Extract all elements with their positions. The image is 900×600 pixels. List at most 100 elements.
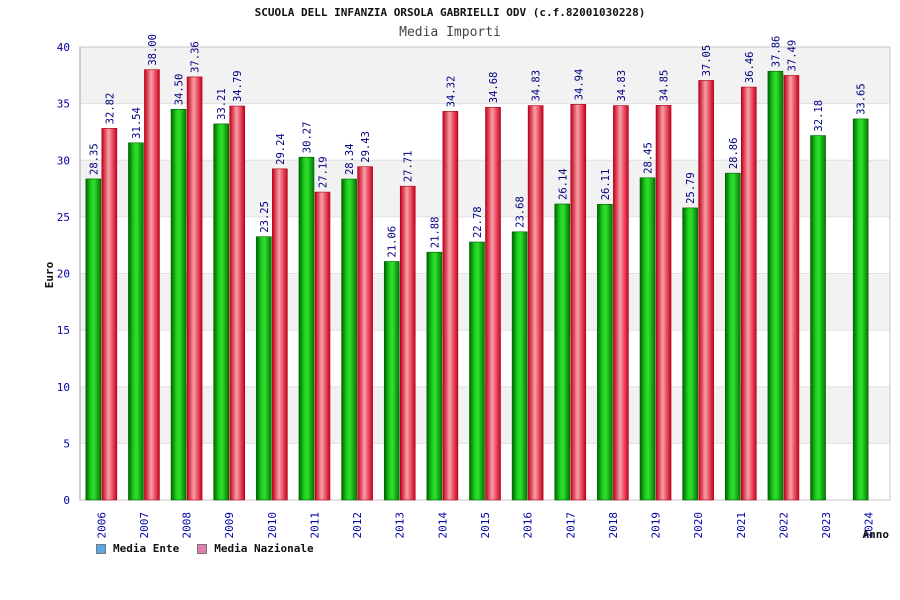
data-label-media-ente: 34.50 bbox=[174, 74, 186, 106]
data-label-media-nazionale: 34.83 bbox=[616, 70, 628, 102]
legend-swatch-media-nazionale bbox=[197, 543, 208, 554]
data-label-media-nazionale: 34.68 bbox=[488, 72, 500, 104]
bar-media-ente bbox=[639, 177, 656, 501]
x-tick-label: 2014 bbox=[436, 512, 449, 539]
bar-media-ente bbox=[128, 142, 144, 501]
data-label-media-ente: 21.88 bbox=[429, 217, 441, 249]
y-tick-label: 35 bbox=[57, 98, 70, 111]
bar-media-ente bbox=[682, 207, 698, 501]
bar-media-ente bbox=[852, 118, 869, 501]
bar-media-nazionale bbox=[357, 166, 373, 501]
y-tick-label: 15 bbox=[57, 324, 70, 337]
bar-media-ente bbox=[597, 204, 613, 501]
bar-media-nazionale bbox=[527, 105, 544, 501]
legend-item-media-ente: Media Ente bbox=[96, 542, 179, 555]
bar-media-nazionale bbox=[144, 69, 160, 501]
x-tick-label: 2022 bbox=[777, 512, 790, 539]
x-tick-label: 2007 bbox=[138, 512, 151, 539]
legend-item-media-nazionale: Media Nazionale bbox=[197, 542, 314, 555]
bar-media-nazionale bbox=[314, 191, 331, 501]
x-tick-label: 2016 bbox=[522, 512, 535, 539]
bar-media-ente bbox=[469, 241, 485, 501]
data-label-media-nazionale: 27.19 bbox=[317, 156, 329, 188]
data-label-media-nazionale: 34.83 bbox=[531, 70, 543, 102]
bar-media-nazionale bbox=[655, 105, 672, 501]
bar-media-ente bbox=[256, 236, 272, 501]
legend-swatch-media-ente bbox=[96, 543, 106, 554]
y-tick-label: 5 bbox=[63, 437, 70, 450]
x-tick-label: 2020 bbox=[692, 512, 705, 539]
y-tick-label: 25 bbox=[57, 211, 70, 224]
y-tick-label: 20 bbox=[57, 268, 70, 281]
x-axis-title: Anno bbox=[863, 528, 890, 541]
x-tick-label: 2021 bbox=[735, 512, 748, 539]
bar-media-nazionale bbox=[613, 105, 629, 501]
data-label-media-nazionale: 34.94 bbox=[573, 69, 585, 101]
data-label-media-nazionale: 34.79 bbox=[232, 70, 244, 102]
x-tick-label: 2024 bbox=[863, 512, 876, 539]
data-label-media-nazionale: 38.00 bbox=[147, 34, 159, 66]
data-label-media-nazionale: 36.46 bbox=[744, 51, 756, 83]
data-label-media-nazionale: 29.24 bbox=[275, 133, 287, 165]
data-label-media-ente: 37.86 bbox=[770, 36, 782, 68]
data-label-media-nazionale: 27.71 bbox=[403, 151, 415, 183]
data-label-media-ente: 26.11 bbox=[600, 169, 612, 201]
bar-media-nazionale bbox=[698, 80, 714, 501]
data-label-media-ente: 21.06 bbox=[387, 226, 399, 258]
bar-media-ente bbox=[85, 178, 102, 501]
bar-media-nazionale bbox=[783, 75, 800, 501]
y-axis-title: Euro bbox=[43, 261, 56, 288]
bar-media-ente bbox=[213, 123, 230, 501]
data-label-media-nazionale: 37.49 bbox=[786, 40, 798, 72]
data-label-media-ente: 33.65 bbox=[856, 83, 868, 115]
data-label-media-ente: 23.68 bbox=[515, 196, 527, 228]
legend-label-media-nazionale: Media Nazionale bbox=[214, 542, 314, 555]
y-tick-label: 0 bbox=[63, 494, 70, 507]
bar-media-ente bbox=[554, 203, 571, 501]
data-label-media-ente: 28.45 bbox=[643, 142, 655, 174]
x-tick-label: 2009 bbox=[223, 512, 236, 539]
data-label-media-ente: 28.35 bbox=[88, 143, 100, 175]
x-tick-label: 2013 bbox=[394, 512, 407, 539]
bar-media-ente bbox=[383, 261, 400, 501]
data-label-media-ente: 28.86 bbox=[728, 138, 740, 170]
data-label-media-ente: 25.79 bbox=[685, 172, 697, 204]
bar-media-nazionale bbox=[740, 86, 757, 501]
data-label-media-nazionale: 37.36 bbox=[190, 41, 202, 73]
chart-title: SCUOLA DELL INFANZIA ORSOLA GABRIELLI OD… bbox=[254, 6, 646, 19]
bar-media-ente bbox=[426, 251, 443, 501]
bar-media-nazionale bbox=[442, 111, 459, 501]
bar-media-ente bbox=[298, 156, 315, 501]
data-label-media-nazionale: 29.43 bbox=[360, 131, 372, 163]
bar-media-nazionale bbox=[229, 105, 246, 501]
x-tick-label: 2008 bbox=[181, 512, 194, 539]
data-label-media-ente: 22.78 bbox=[472, 206, 484, 238]
data-label-media-nazionale: 34.85 bbox=[659, 70, 671, 102]
bar-media-ente bbox=[767, 70, 784, 501]
data-label-media-ente: 23.25 bbox=[259, 201, 271, 233]
chart-subtitle: Media Importi bbox=[399, 25, 501, 40]
bar-media-nazionale bbox=[272, 168, 288, 501]
data-label-media-ente: 33.21 bbox=[216, 88, 228, 120]
x-tick-label: 2010 bbox=[266, 512, 279, 539]
data-label-media-ente: 32.18 bbox=[813, 100, 825, 132]
x-tick-label: 2015 bbox=[479, 512, 492, 539]
data-label-media-ente: 31.54 bbox=[131, 107, 143, 139]
data-label-media-ente: 26.14 bbox=[557, 168, 569, 200]
x-tick-label: 2011 bbox=[308, 512, 321, 539]
y-tick-label: 30 bbox=[57, 154, 70, 167]
x-tick-label: 2006 bbox=[95, 512, 108, 539]
legend-label-media-ente: Media Ente bbox=[113, 542, 180, 555]
bar-media-nazionale bbox=[186, 76, 203, 501]
x-tick-label: 2019 bbox=[650, 512, 663, 539]
x-tick-label: 2017 bbox=[564, 512, 577, 539]
data-label-media-nazionale: 34.32 bbox=[445, 76, 457, 108]
data-label-media-nazionale: 37.05 bbox=[701, 45, 713, 77]
bar-media-nazionale bbox=[101, 128, 118, 501]
bar-media-ente bbox=[511, 231, 528, 501]
bar-media-nazionale bbox=[399, 185, 416, 501]
bar-media-nazionale bbox=[570, 104, 587, 501]
x-tick-label: 2012 bbox=[351, 512, 364, 539]
x-tick-label: 2018 bbox=[607, 512, 620, 539]
